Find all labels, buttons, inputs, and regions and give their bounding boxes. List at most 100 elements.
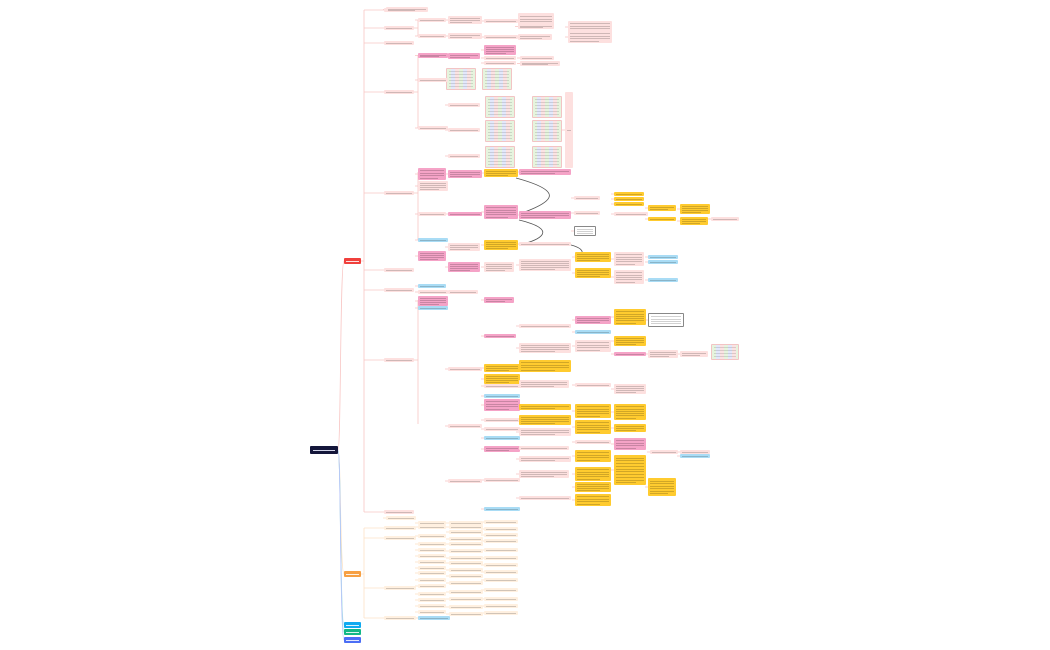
topic-node[interactable]: [418, 306, 448, 310]
topic-node[interactable]: [484, 399, 520, 411]
topic-node[interactable]: [614, 352, 646, 356]
topic-node[interactable]: [484, 61, 516, 65]
topic-node[interactable]: [484, 35, 518, 39]
topic-node[interactable]: [448, 154, 480, 158]
topic-node[interactable]: [614, 197, 644, 201]
topic-node[interactable]: [484, 364, 520, 372]
topic-node[interactable]: [614, 438, 646, 450]
topic-node[interactable]: [484, 527, 518, 531]
topic-node[interactable]: [449, 612, 483, 616]
topic-node[interactable]: [484, 578, 518, 582]
topic-node[interactable]: [575, 467, 611, 481]
topic-node[interactable]: [484, 427, 520, 431]
topic-node[interactable]: [384, 26, 414, 30]
topic-node[interactable]: [614, 404, 646, 420]
topic-node[interactable]: [386, 516, 416, 520]
topic-node[interactable]: [614, 336, 646, 346]
topic-node[interactable]: [449, 525, 483, 529]
topic-node[interactable]: [449, 574, 483, 578]
topic-node[interactable]: [575, 383, 611, 387]
topic-node[interactable]: [614, 424, 646, 432]
branch-node-2[interactable]: [344, 571, 361, 577]
topic-node[interactable]: [568, 31, 612, 43]
topic-node[interactable]: [484, 374, 520, 384]
topic-node[interactable]: [448, 212, 482, 216]
topic-node[interactable]: [418, 598, 446, 602]
topic-node[interactable]: [614, 309, 646, 325]
topic-node[interactable]: [574, 196, 600, 200]
topic-node[interactable]: [384, 41, 414, 45]
topic-node[interactable]: [484, 240, 518, 250]
topic-node[interactable]: [418, 290, 448, 294]
topic-node[interactable]: [484, 45, 516, 55]
topic-node[interactable]: [418, 542, 446, 546]
topic-node[interactable]: [484, 520, 518, 524]
topic-node[interactable]: [384, 268, 414, 272]
topic-node[interactable]: [519, 169, 571, 175]
topic-node[interactable]: [519, 259, 571, 271]
topic-node[interactable]: [484, 418, 520, 422]
topic-node[interactable]: [484, 570, 518, 574]
topic-node[interactable]: [418, 251, 446, 261]
topic-node[interactable]: [575, 404, 611, 418]
topic-node[interactable]: [448, 290, 478, 294]
topic-node[interactable]: [484, 548, 518, 552]
topic-node[interactable]: [574, 211, 600, 215]
topic-node[interactable]: [449, 542, 483, 546]
topic-node[interactable]: [384, 288, 414, 292]
topic-node[interactable]: [384, 536, 416, 540]
topic-node[interactable]: [418, 525, 446, 529]
topic-node[interactable]: [519, 211, 571, 219]
topic-node[interactable]: [519, 415, 571, 425]
topic-node[interactable]: [648, 350, 678, 358]
topic-node[interactable]: [519, 496, 571, 500]
topic-node[interactable]: [418, 296, 448, 306]
topic-node[interactable]: [448, 170, 482, 178]
topic-node[interactable]: [518, 24, 554, 29]
topic-node[interactable]: [484, 394, 520, 398]
topic-node[interactable]: [519, 242, 571, 246]
topic-node[interactable]: [448, 33, 482, 39]
topic-node[interactable]: [418, 604, 446, 608]
topic-node[interactable]: [680, 454, 710, 458]
topic-node[interactable]: [418, 560, 446, 564]
topic-node[interactable]: [484, 297, 514, 303]
topic-node[interactable]: [484, 56, 516, 60]
topic-node[interactable]: [520, 56, 554, 60]
topic-node[interactable]: [614, 212, 648, 216]
topic-node[interactable]: [519, 470, 569, 478]
topic-node[interactable]: [418, 554, 446, 558]
topic-node[interactable]: [575, 440, 611, 444]
topic-node[interactable]: [418, 566, 446, 570]
topic-node[interactable]: [418, 78, 448, 82]
topic-node[interactable]: [648, 278, 678, 282]
topic-node[interactable]: [575, 316, 611, 324]
topic-node[interactable]: [448, 243, 480, 251]
topic-node[interactable]: [418, 34, 446, 38]
topic-node[interactable]: [418, 212, 446, 216]
topic-node[interactable]: [575, 420, 611, 434]
topic-node[interactable]: [418, 578, 446, 582]
topic-node[interactable]: [520, 61, 560, 66]
topic-node[interactable]: [575, 494, 611, 506]
topic-node[interactable]: [418, 584, 446, 588]
topic-node[interactable]: [575, 252, 611, 262]
topic-node[interactable]: [680, 450, 710, 454]
topic-node[interactable]: [575, 268, 611, 278]
topic-node[interactable]: [418, 616, 450, 620]
topic-node[interactable]: [449, 556, 483, 560]
topic-node[interactable]: [614, 252, 644, 266]
topic-node[interactable]: [448, 424, 482, 428]
topic-node[interactable]: [648, 205, 676, 211]
topic-node[interactable]: [384, 586, 416, 590]
topic-node[interactable]: [484, 604, 518, 608]
topic-node[interactable]: [418, 284, 446, 288]
topic-node[interactable]: [418, 181, 448, 191]
topic-node[interactable]: [418, 521, 446, 525]
topic-node[interactable]: [448, 53, 480, 59]
topic-node[interactable]: [575, 482, 611, 492]
topic-node[interactable]: [484, 334, 516, 338]
topic-node[interactable]: [384, 510, 414, 514]
topic-node[interactable]: [614, 192, 644, 196]
